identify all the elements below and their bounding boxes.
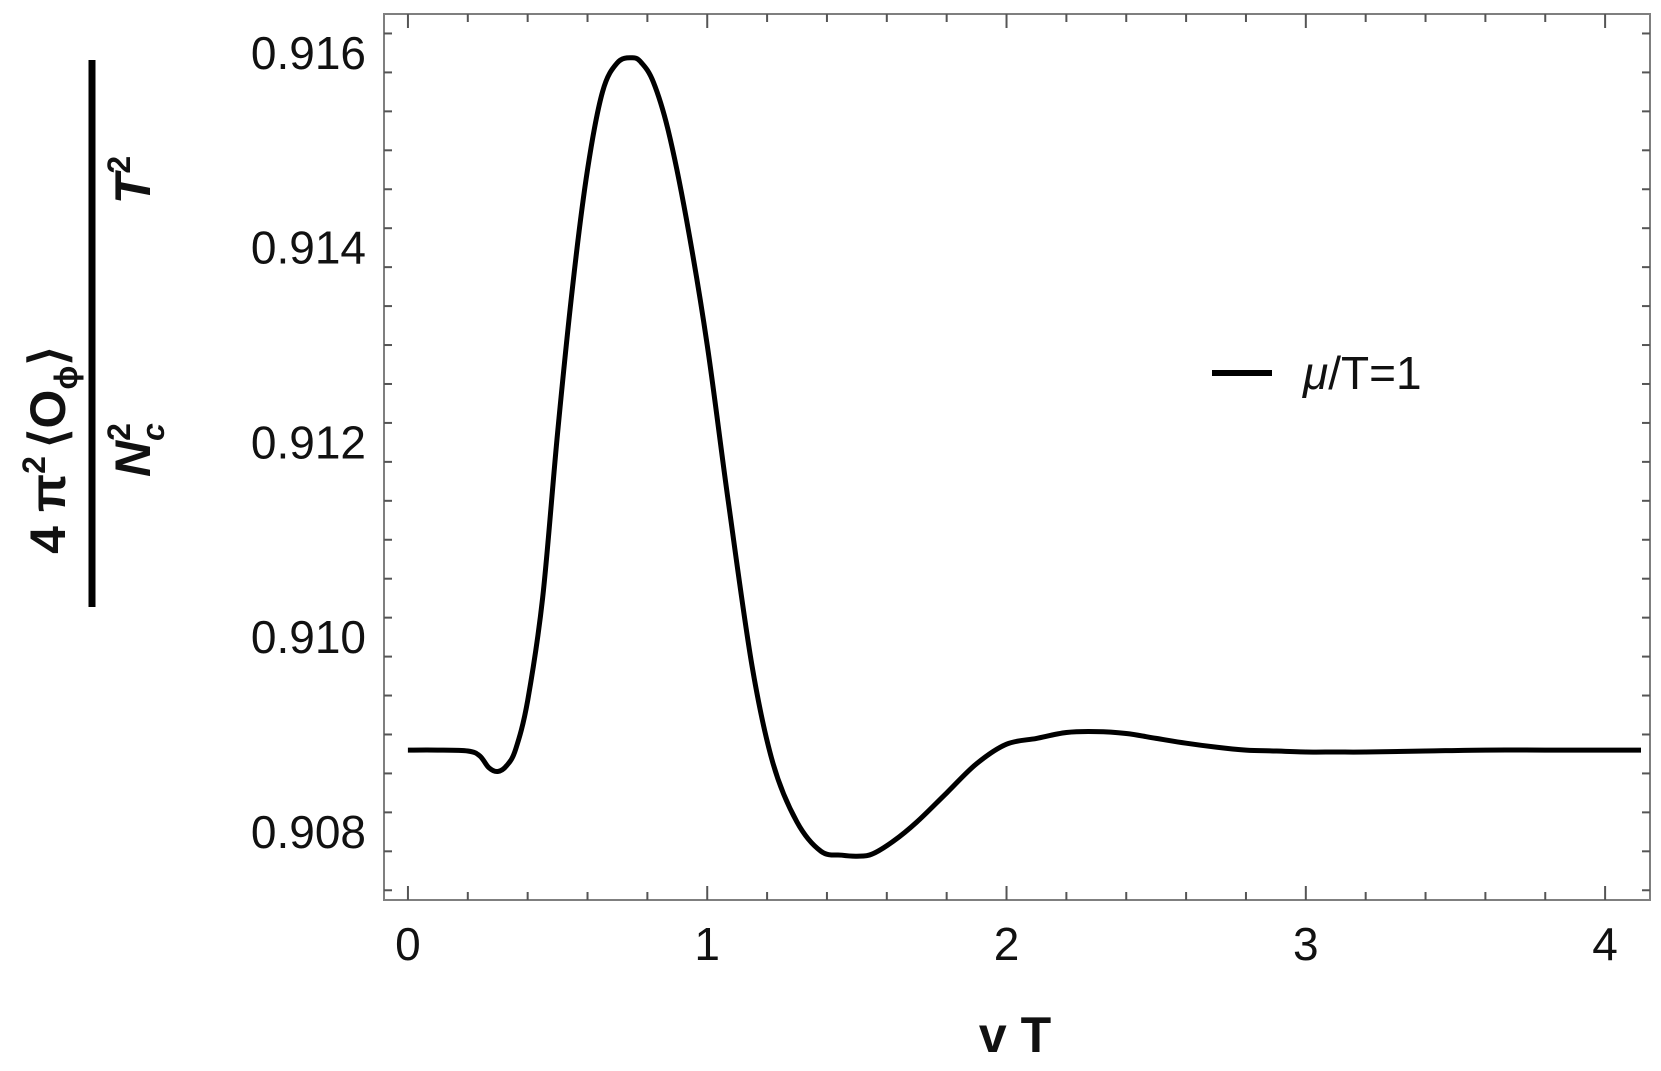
y-tick-label: 0.916 (251, 27, 366, 79)
y-tick-label: 0.908 (251, 806, 366, 858)
y-label-denominator: N2c (101, 423, 171, 477)
y-axis-label: 4 π2⟨Oϕ⟩ N2c T2 (16, 60, 171, 607)
x-axis-label: v T (979, 1007, 1051, 1063)
axis-ticks (384, 14, 1650, 900)
x-tick-label: 2 (994, 918, 1020, 970)
x-tick-label: 3 (1293, 918, 1319, 970)
plot-frame (383, 13, 1651, 901)
axis-tick-labels: 0 1 2 3 4 0.908 0.910 0.912 0.914 0.916 (251, 27, 1618, 970)
legend-label: μ/T=1 (1302, 347, 1422, 399)
x-tick-label: 0 (395, 918, 421, 970)
x-tick-label: 1 (694, 918, 720, 970)
x-tick-label: 4 (1592, 918, 1618, 970)
legend: μ/T=1 (1212, 347, 1422, 399)
y-label-right-denominator: T2 (101, 156, 161, 204)
y-tick-label: 0.912 (251, 416, 366, 468)
y-tick-label: 0.910 (251, 611, 366, 663)
y-tick-label: 0.914 (251, 222, 366, 274)
series-line-mu-over-t-1 (407, 55, 1641, 859)
y-label-numerator: 4 π2⟨Oϕ⟩ (16, 346, 84, 554)
